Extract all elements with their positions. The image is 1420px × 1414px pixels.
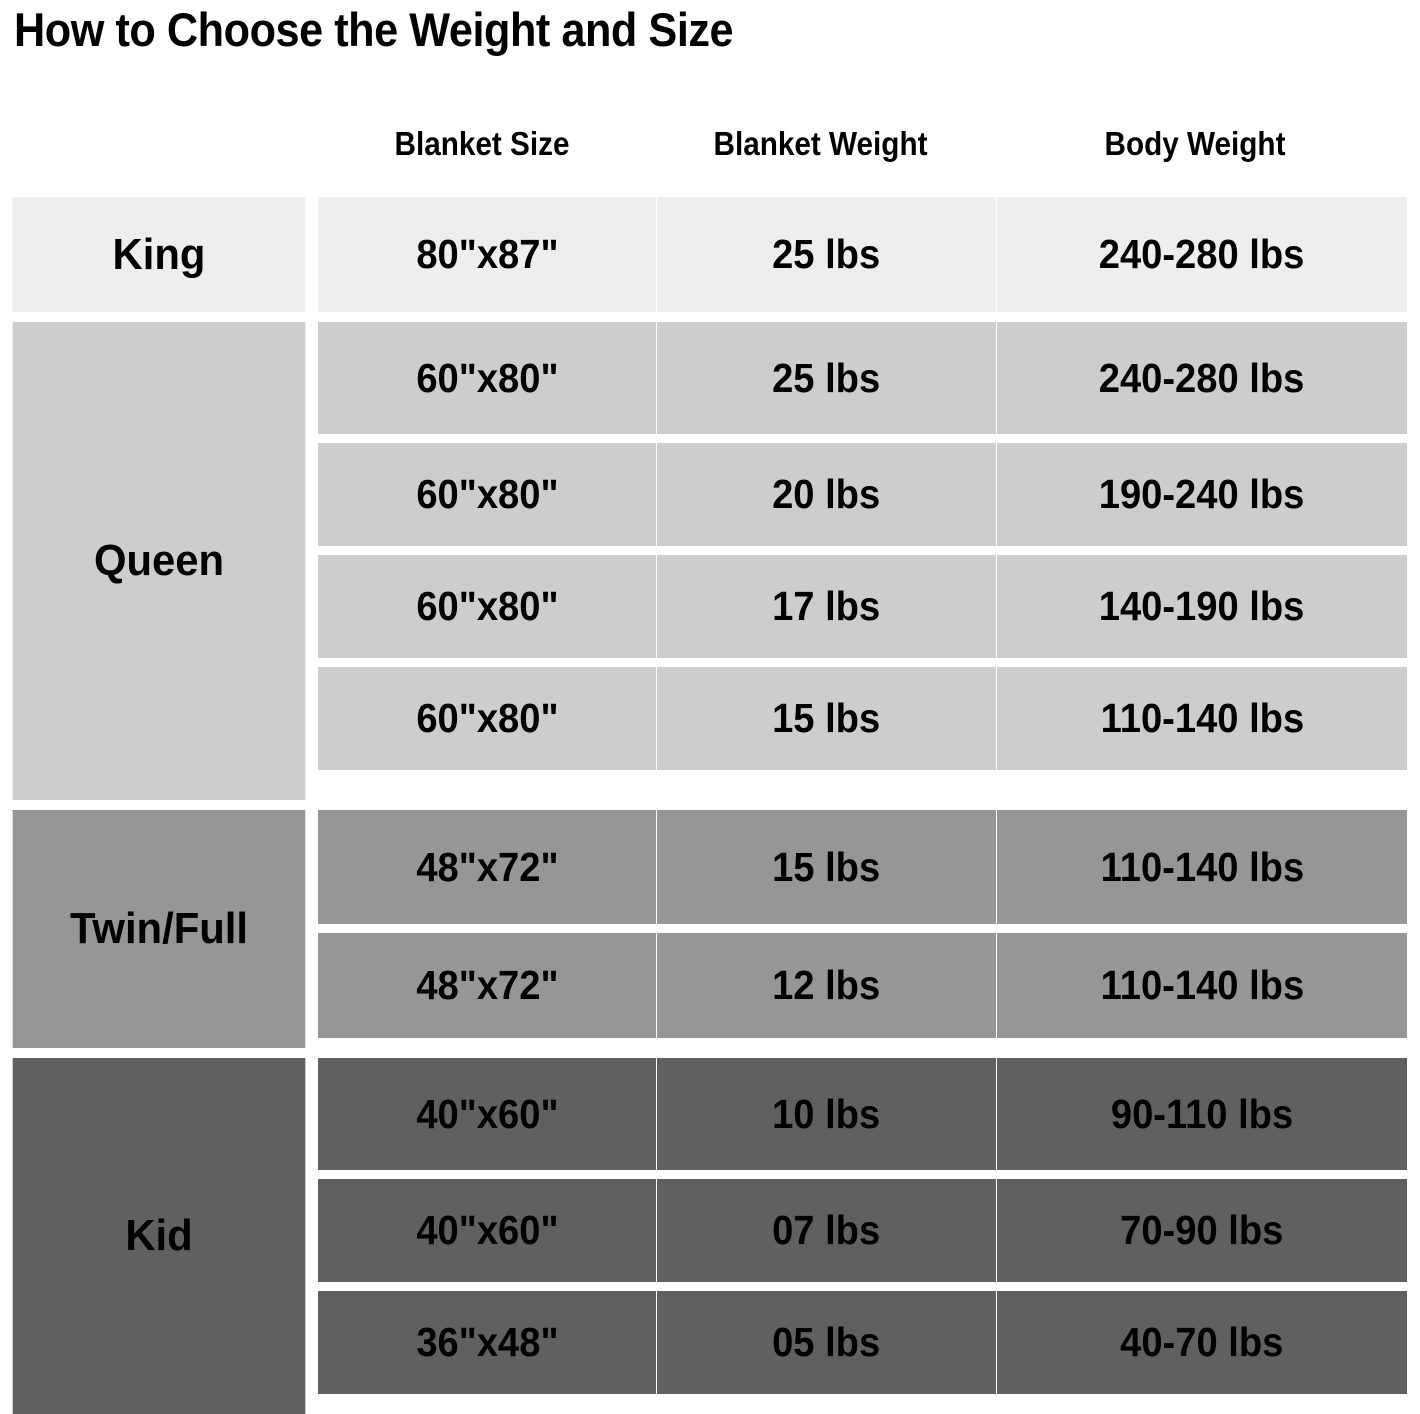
cell-body-weight: 110-140 lbs [997, 810, 1407, 924]
cell-blanket-size: 40"x60" [318, 1179, 656, 1282]
cell-blanket-size-text: 48"x72" [415, 962, 559, 1008]
cell-body-weight-text: 110-140 lbs [1100, 695, 1304, 741]
cell-blanket-weight: 15 lbs [657, 667, 996, 770]
cell-blanket-weight-text: 20 lbs [772, 471, 881, 517]
cell-body-weight: 70-90 lbs [997, 1179, 1407, 1282]
section-rows: 80"x87" 25 lbs 240-280 lbs [318, 197, 1420, 312]
column-header-row: Blanket Size Blanket Weight Body Weight [0, 125, 1420, 175]
section-label-text: Kid [125, 1211, 193, 1260]
section-rows: 40"x60" 10 lbs 90-110 lbs 40"x60" 07 lbs 70-9… [318, 1058, 1420, 1414]
cell-body-weight: 40-70 lbs [997, 1291, 1407, 1394]
size-weight-table: King 80"x87" 25 lbs 240-280 lbs Queen 60"x80"… [0, 197, 1420, 1414]
cell-blanket-weight: 07 lbs [657, 1179, 996, 1282]
table-section-queen: Queen 60"x80" 25 lbs 240-280 lbs 60"x80" 20 l… [0, 322, 1420, 800]
table-row: 60"x80" 15 lbs 110-140 lbs [318, 658, 1420, 770]
cell-blanket-size-text: 60"x80" [415, 471, 559, 517]
section-label: Kid [12, 1058, 306, 1414]
cell-body-weight-text: 240-280 lbs [1099, 231, 1305, 277]
cell-body-weight-text: 70-90 lbs [1120, 1207, 1284, 1253]
table-row: 48"x72" 15 lbs 110-140 lbs [318, 810, 1420, 924]
cell-body-weight: 140-190 lbs [997, 555, 1407, 658]
cell-blanket-weight: 25 lbs [657, 197, 996, 312]
table-row: 80"x87" 25 lbs 240-280 lbs [318, 197, 1420, 312]
section-label-text: Queen [93, 536, 225, 585]
cell-blanket-weight-text: 25 lbs [772, 231, 881, 277]
section-label: Queen [12, 322, 306, 800]
column-header-body-weight: Body Weight [1104, 125, 1286, 162]
cell-blanket-size: 60"x80" [318, 443, 656, 546]
cell-body-weight-text: 40-70 lbs [1120, 1319, 1284, 1365]
cell-body-weight: 110-140 lbs [997, 667, 1407, 770]
cell-blanket-size-text: 60"x80" [415, 695, 559, 741]
table-row: 60"x80" 25 lbs 240-280 lbs [318, 322, 1420, 434]
section-label-text: King [112, 229, 206, 279]
cell-blanket-size-text: 40"x60" [415, 1207, 559, 1253]
cell-blanket-weight: 17 lbs [657, 555, 996, 658]
cell-blanket-weight: 05 lbs [657, 1291, 996, 1394]
table-row: 60"x80" 20 lbs 190-240 lbs [318, 434, 1420, 546]
table-row: 48"x72" 12 lbs 110-140 lbs [318, 924, 1420, 1038]
cell-body-weight-text: 240-280 lbs [1099, 354, 1305, 401]
cell-body-weight: 240-280 lbs [997, 197, 1407, 312]
cell-blanket-size-text: 60"x80" [415, 583, 559, 629]
section-rows: 60"x80" 25 lbs 240-280 lbs 60"x80" 20 lbs 190… [318, 322, 1420, 800]
cell-blanket-weight-text: 15 lbs [772, 843, 881, 890]
cell-body-weight: 240-280 lbs [997, 322, 1407, 434]
cell-blanket-weight: 15 lbs [657, 810, 996, 924]
cell-body-weight-text: 140-190 lbs [1099, 583, 1305, 629]
cell-body-weight: 190-240 lbs [997, 443, 1407, 546]
cell-blanket-size-text: 36"x48" [415, 1319, 559, 1365]
cell-blanket-size-text: 80"x87" [415, 231, 559, 277]
column-header-blanket-weight: Blanket Weight [713, 125, 928, 162]
table-section-twin-full: Twin/Full 48"x72" 15 lbs 110-140 lbs 48"x72"… [0, 810, 1420, 1048]
table-section-king: King 80"x87" 25 lbs 240-280 lbs [0, 197, 1420, 312]
cell-blanket-weight-text: 17 lbs [772, 583, 881, 629]
cell-blanket-size-text: 40"x60" [415, 1090, 559, 1137]
cell-blanket-weight: 12 lbs [657, 933, 996, 1038]
cell-blanket-size: 48"x72" [318, 810, 656, 924]
cell-blanket-weight-text: 15 lbs [772, 695, 881, 741]
cell-blanket-weight: 20 lbs [657, 443, 996, 546]
column-header-blanket-size: Blanket Size [394, 125, 570, 162]
cell-blanket-weight-text: 25 lbs [772, 354, 881, 401]
cell-blanket-size-text: 60"x80" [415, 354, 559, 401]
cell-blanket-weight-text: 12 lbs [772, 962, 881, 1008]
cell-blanket-size: 80"x87" [318, 197, 656, 312]
cell-blanket-size: 60"x80" [318, 555, 656, 658]
table-row: 40"x60" 07 lbs 70-90 lbs [318, 1170, 1420, 1282]
cell-blanket-weight-text: 07 lbs [772, 1207, 881, 1253]
cell-body-weight: 110-140 lbs [997, 933, 1407, 1038]
cell-body-weight-text: 90-110 lbs [1110, 1090, 1294, 1137]
cell-blanket-weight-text: 10 lbs [772, 1090, 881, 1137]
cell-blanket-weight: 25 lbs [657, 322, 996, 434]
cell-blanket-size: 60"x80" [318, 322, 656, 434]
cell-blanket-size: 60"x80" [318, 667, 656, 770]
cell-body-weight: 90-110 lbs [997, 1058, 1407, 1170]
section-label-text: Twin/Full [69, 904, 249, 953]
section-label: King [12, 197, 306, 312]
section-rows: 48"x72" 15 lbs 110-140 lbs 48"x72" 12 lbs 110… [318, 810, 1420, 1048]
table-section-kid: Kid 40"x60" 10 lbs 90-110 lbs 40"x60" 07 lbs 7… [0, 1058, 1420, 1414]
cell-blanket-weight: 10 lbs [657, 1058, 996, 1170]
cell-blanket-weight-text: 05 lbs [772, 1319, 881, 1365]
cell-body-weight-text: 110-140 lbs [1100, 843, 1304, 890]
table-row: 60"x80" 17 lbs 140-190 lbs [318, 546, 1420, 658]
cell-blanket-size-text: 48"x72" [415, 843, 559, 890]
cell-blanket-size: 36"x48" [318, 1291, 656, 1394]
table-row: 40"x60" 10 lbs 90-110 lbs [318, 1058, 1420, 1170]
cell-body-weight-text: 190-240 lbs [1099, 471, 1305, 517]
cell-body-weight-text: 110-140 lbs [1100, 962, 1304, 1008]
section-label: Twin/Full [12, 810, 306, 1048]
cell-blanket-size: 48"x72" [318, 933, 656, 1038]
page-title: How to Choose the Weight and Size [14, 3, 734, 56]
table-row: 36"x48" 05 lbs 40-70 lbs [318, 1282, 1420, 1394]
cell-blanket-size: 40"x60" [318, 1058, 656, 1170]
